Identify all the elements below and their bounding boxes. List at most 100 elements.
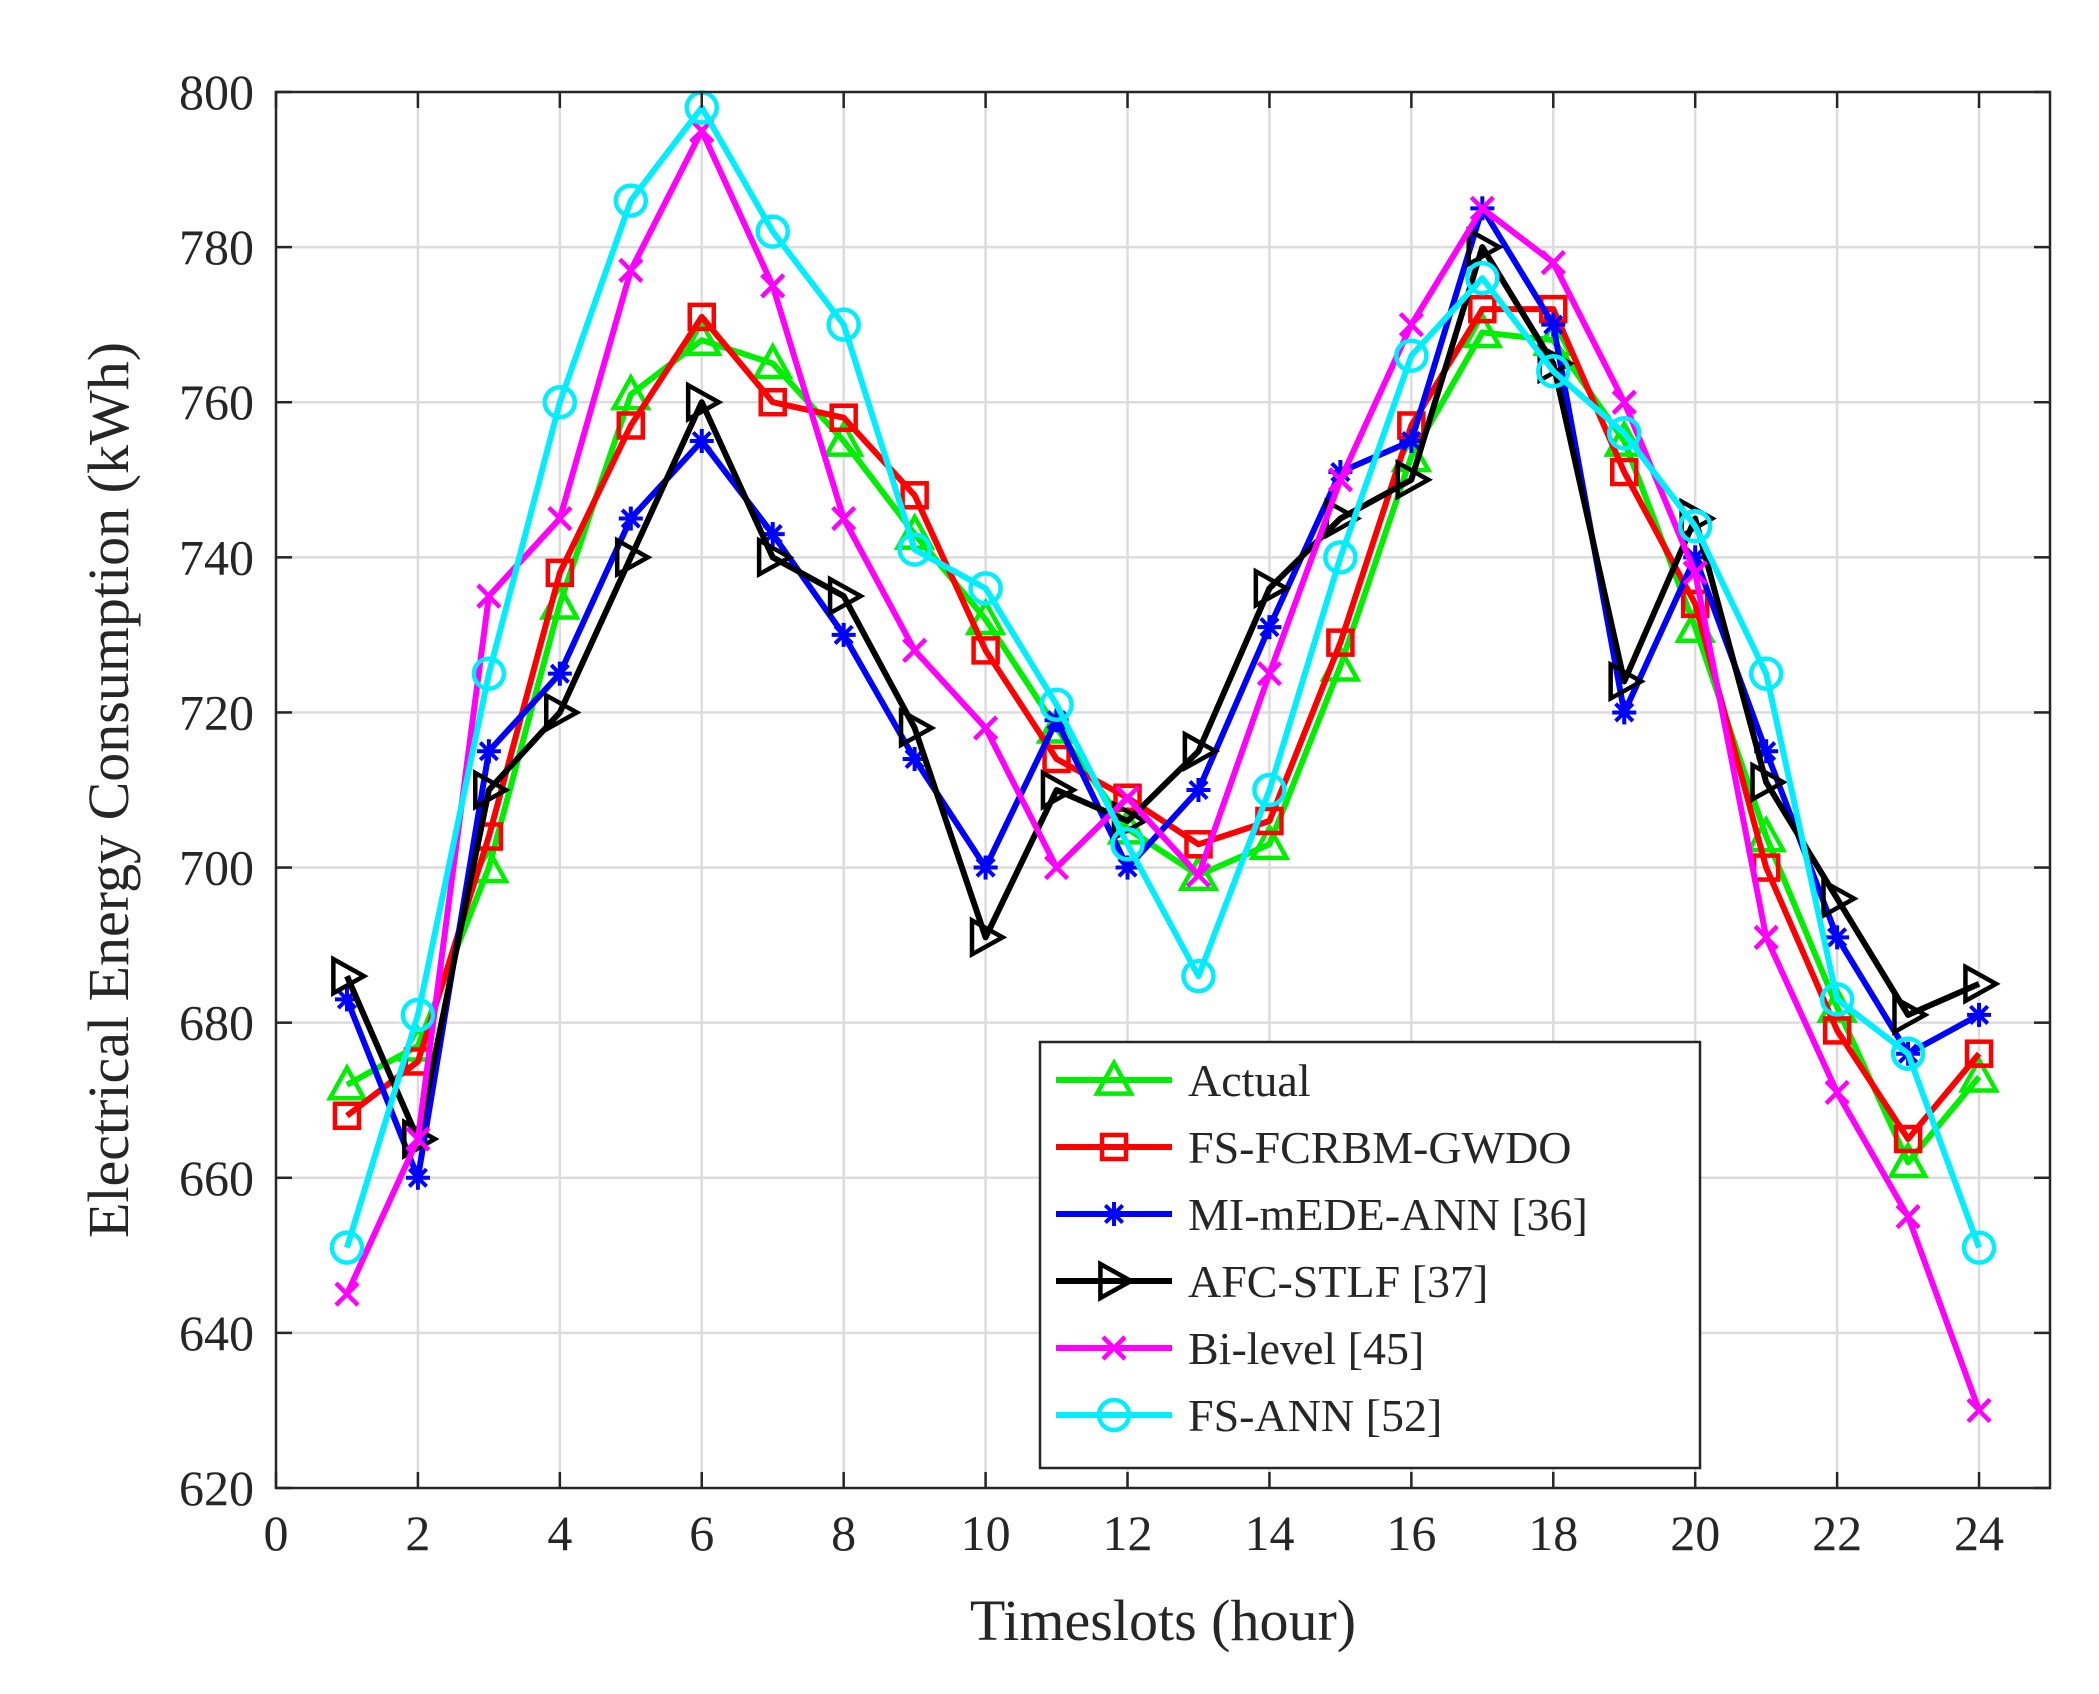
- data-point: [968, 571, 1003, 606]
- data-point: [829, 403, 858, 432]
- x-tick-label: 0: [264, 1505, 289, 1561]
- legend-marker: [1099, 1132, 1129, 1162]
- data-point: [329, 1230, 365, 1265]
- data-point: [1677, 509, 1713, 544]
- legend-label: FS-ANN [52]: [1188, 1390, 1442, 1441]
- data-point: [1612, 700, 1637, 725]
- x-tick-label: 12: [1103, 1505, 1153, 1561]
- data-point: [1963, 963, 2001, 1005]
- data-point: [1967, 1002, 1992, 1027]
- x-tick-label: 16: [1386, 1505, 1436, 1561]
- legend-label: FS-FCRBM-GWDO: [1188, 1122, 1571, 1173]
- data-point: [1536, 353, 1571, 389]
- data-point: [1326, 628, 1355, 657]
- data-point: [473, 769, 511, 811]
- data-point: [685, 381, 724, 424]
- data-point: [973, 855, 998, 880]
- series-line: [344, 104, 1982, 1249]
- data-point: [973, 715, 999, 741]
- series-afc-stlf-37: [331, 226, 2001, 1160]
- data-point: [543, 691, 582, 734]
- legend-item: FS-ANN [52]: [1056, 1390, 1442, 1441]
- data-point: [826, 307, 861, 342]
- data-point: [1252, 772, 1287, 808]
- data-point: [1182, 730, 1221, 773]
- data-point: [1887, 1140, 1929, 1179]
- data-point: [1893, 1124, 1923, 1154]
- data-point: [1253, 567, 1292, 610]
- legend: Actual FS-FCRBM-GWDO MI-mEDE-ANN [36] AFC-S…: [1038, 1040, 1702, 1470]
- data-point: [400, 997, 436, 1033]
- series-line: [344, 127, 1982, 1412]
- data-point: [680, 318, 723, 357]
- legend-marker: [1096, 1397, 1132, 1433]
- x-tick-label: 14: [1244, 1505, 1294, 1561]
- data-point: [900, 481, 929, 510]
- data-point: [1608, 660, 1646, 703]
- data-point: [1039, 687, 1074, 722]
- x-tick-label: 18: [1528, 1505, 1578, 1561]
- data-point: [1895, 1203, 1921, 1230]
- y-tick-label: 760: [179, 374, 254, 430]
- data-point: [334, 1281, 360, 1307]
- data-point: [902, 637, 928, 663]
- x-tick-label: 20: [1670, 1505, 1720, 1561]
- data-point: [547, 505, 573, 532]
- data-point: [1822, 1016, 1852, 1045]
- y-tick-label: 660: [179, 1150, 254, 1206]
- legend-item: Actual: [1056, 1055, 1311, 1106]
- data-point: [1043, 854, 1070, 881]
- data-point: [964, 597, 1007, 636]
- legend-label: Bi-level [45]: [1188, 1323, 1424, 1374]
- data-point: [1327, 467, 1353, 493]
- legend-box: [1038, 1040, 1702, 1470]
- data-point: [1611, 389, 1637, 415]
- data-point: [405, 1165, 430, 1190]
- data-point: [822, 419, 865, 457]
- data-point: [758, 387, 787, 417]
- legend-marker: [1098, 1260, 1136, 1302]
- data-point: [1468, 294, 1497, 324]
- data-point: [897, 532, 932, 567]
- data-point: [1469, 195, 1495, 221]
- y-tick-label: 740: [179, 529, 254, 585]
- data-point: [326, 1063, 368, 1101]
- legend-item: AFC-STLF [37]: [1056, 1256, 1488, 1307]
- legend-label: AFC-STLF [37]: [1188, 1256, 1488, 1307]
- data-point: [1042, 744, 1071, 774]
- data-point: [1682, 560, 1708, 586]
- data-point: [760, 273, 786, 299]
- x-tick-label: 6: [689, 1505, 714, 1561]
- data-point: [1821, 877, 1859, 920]
- legend-marker: [1102, 1202, 1126, 1226]
- data-point: [1961, 1230, 1997, 1265]
- data-series: [326, 90, 2001, 1424]
- data-point: [687, 302, 717, 332]
- y-tick-label: 620: [179, 1460, 254, 1516]
- legend-item: MI-mEDE-ANN [36]: [1056, 1189, 1588, 1240]
- data-point: [971, 636, 1000, 665]
- data-point: [1461, 310, 1504, 349]
- data-point: [689, 429, 714, 453]
- x-tick-label: 4: [547, 1505, 572, 1561]
- y-tick-label: 780: [179, 219, 254, 275]
- axis-ticks: 0 2 4 6 8 10 12 14 16 18 20 22 246206406606807007207…: [179, 64, 2050, 1561]
- data-point: [898, 707, 937, 749]
- data-point: [614, 536, 653, 579]
- data-point: [616, 411, 646, 440]
- data-point: [831, 622, 856, 647]
- legend-item: FS-FCRBM-GWDO: [1056, 1122, 1571, 1173]
- data-point: [331, 955, 369, 997]
- legend-item: Bi-level [45]: [1056, 1323, 1424, 1374]
- series-line: [344, 244, 1981, 1142]
- x-tick-label: 2: [405, 1505, 430, 1561]
- data-point: [1609, 457, 1639, 487]
- data-point: [1750, 761, 1788, 804]
- data-point: [969, 916, 1008, 959]
- data-point: [1115, 855, 1140, 880]
- data-point: [332, 1101, 362, 1130]
- y-tick-label: 700: [179, 840, 254, 896]
- x-tick-label: 22: [1812, 1505, 1862, 1561]
